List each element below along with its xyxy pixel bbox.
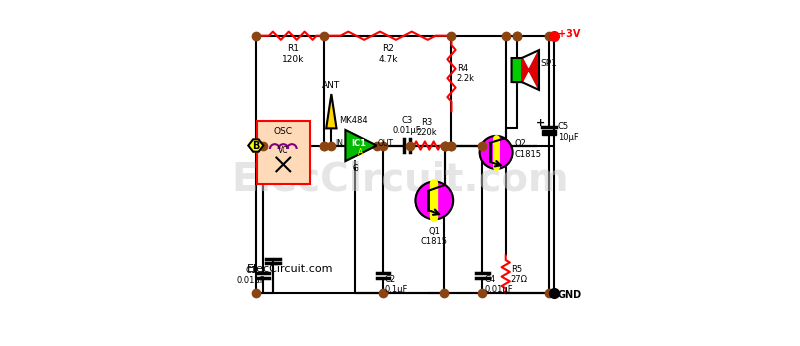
Text: C4
0.01μF: C4 0.01μF (484, 275, 513, 294)
Text: SP1: SP1 (541, 59, 558, 68)
Circle shape (415, 182, 453, 219)
Text: R1
120k: R1 120k (282, 44, 304, 64)
Text: ANT: ANT (322, 81, 341, 90)
Polygon shape (522, 50, 539, 90)
Polygon shape (326, 94, 337, 128)
Text: C3
0.01μF: C3 0.01μF (393, 116, 421, 135)
Text: +: + (536, 118, 546, 128)
Text: C1
0.01μF: C1 0.01μF (236, 266, 265, 285)
Polygon shape (248, 139, 263, 152)
Text: ElecCircuit.com: ElecCircuit.com (231, 161, 569, 199)
Text: IN: IN (335, 139, 343, 148)
Text: R3
220k: R3 220k (417, 118, 438, 137)
Text: +3V: +3V (558, 29, 580, 39)
Text: B: B (252, 140, 259, 151)
Bar (542, 130, 556, 135)
Text: A: A (358, 148, 363, 157)
Text: VC: VC (278, 146, 289, 155)
Bar (511, 58, 522, 82)
Text: C5
10μF: C5 10μF (558, 122, 578, 142)
Text: GND: GND (558, 290, 582, 300)
Text: C2
0.1μF: C2 0.1μF (385, 275, 408, 294)
Text: Q1
C1815: Q1 C1815 (421, 227, 448, 246)
Circle shape (480, 136, 513, 169)
Text: R5
27Ω: R5 27Ω (511, 265, 528, 284)
Text: R4
2.2k: R4 2.2k (457, 64, 474, 83)
Text: Q2
C1815: Q2 C1815 (515, 139, 542, 159)
FancyBboxPatch shape (257, 121, 310, 184)
Text: MK484: MK484 (338, 117, 367, 126)
Text: OSC: OSC (274, 127, 293, 136)
Text: G: G (353, 164, 358, 173)
Text: R2
4.7k: R2 4.7k (378, 44, 398, 64)
Text: ElecCircuit.com: ElecCircuit.com (247, 264, 334, 274)
Text: IC1: IC1 (351, 139, 366, 148)
Polygon shape (346, 130, 377, 161)
Text: OUT: OUT (378, 139, 394, 148)
